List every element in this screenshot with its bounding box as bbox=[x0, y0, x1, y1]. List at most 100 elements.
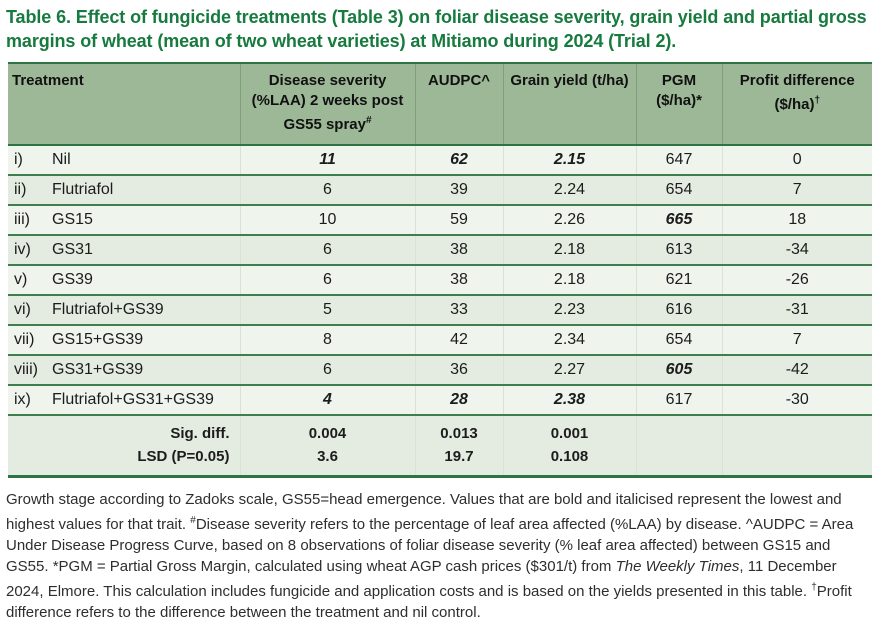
treatment-name: Flutriafol+GS39 bbox=[52, 301, 164, 318]
value-cell: 2.23 bbox=[502, 295, 636, 325]
treatment-cell: vii) GS15+GS39 bbox=[8, 325, 240, 355]
row-numeral: ii) bbox=[14, 181, 27, 198]
value-cell: 2.26 bbox=[502, 205, 636, 235]
table-row-vi: vi) Flutriafol+GS39 5 33 2.23 616 -31 bbox=[8, 295, 872, 325]
value-cell: 654 bbox=[635, 325, 722, 355]
value-cell: 613 bbox=[635, 235, 722, 265]
value-cell: 6 bbox=[239, 355, 415, 385]
table-figure: Table 6. Effect of fungicide treatments … bbox=[0, 5, 880, 623]
table-header: Treatment Disease severity (%LAA) 2 weeks… bbox=[8, 62, 872, 146]
treatment-name: GS31+GS39 bbox=[52, 361, 144, 378]
value-cell: -42 bbox=[721, 355, 872, 385]
value-cell: 10 bbox=[239, 205, 415, 235]
value-cell: 33 bbox=[414, 295, 503, 325]
value-cell: -26 bbox=[721, 265, 872, 295]
table-row-ix: ix) Flutriafol+GS31+GS39 4 28 2.38 617 -30 bbox=[8, 385, 872, 415]
treatment-cell: ii) Flutriafol bbox=[8, 175, 240, 205]
value-cell: -34 bbox=[721, 235, 872, 265]
row-numeral: viii) bbox=[14, 361, 38, 378]
table-footer: Sig. diff. 0.004 0.013 0.001 LSD (P=0.05) 3.6… bbox=[8, 414, 872, 478]
footer-value: 0.013 bbox=[414, 414, 503, 445]
table-row-i: i) Nil 11 62 2.15 647 0 bbox=[8, 145, 872, 175]
value-cell: 62 bbox=[414, 145, 503, 175]
value-cell: 5 bbox=[239, 295, 415, 325]
sig-diff-row: Sig. diff. 0.004 0.013 0.001 bbox=[8, 414, 872, 445]
value-cell: -31 bbox=[721, 295, 872, 325]
treatment-name: Flutriafol bbox=[52, 181, 114, 198]
row-numeral: ix) bbox=[14, 391, 31, 408]
footer-label: Sig. diff. bbox=[8, 414, 240, 445]
value-cell: 654 bbox=[635, 175, 722, 205]
value-cell: 18 bbox=[721, 205, 872, 235]
value-cell: 11 bbox=[239, 145, 415, 175]
value-cell: 28 bbox=[414, 385, 503, 415]
footer-value: 3.6 bbox=[239, 445, 415, 478]
col-header-4: PGM ($/ha)* bbox=[635, 62, 722, 146]
footer-value: 0.001 bbox=[502, 414, 636, 445]
footer-value bbox=[721, 414, 872, 445]
row-numeral: iii) bbox=[14, 211, 30, 228]
value-cell: 6 bbox=[239, 235, 415, 265]
row-numeral: v) bbox=[14, 271, 28, 288]
value-cell: 2.15 bbox=[502, 145, 636, 175]
footer-label: LSD (P=0.05) bbox=[8, 445, 240, 478]
col-header-3: Grain yield (t/ha) bbox=[502, 62, 636, 146]
value-cell: 38 bbox=[414, 235, 503, 265]
treatment-name: GS31 bbox=[52, 241, 93, 258]
treatment-cell: v) GS39 bbox=[8, 265, 240, 295]
footer-value: 0.108 bbox=[502, 445, 636, 478]
value-cell: 0 bbox=[721, 145, 872, 175]
footer-value: 19.7 bbox=[414, 445, 503, 478]
table-body: i) Nil 11 62 2.15 647 0 ii) Flutriafol 6 39 2.24 654… bbox=[8, 145, 872, 415]
value-cell: 665 bbox=[635, 205, 722, 235]
value-cell: 38 bbox=[414, 265, 503, 295]
table-row-v: v) GS39 6 38 2.18 621 -26 bbox=[8, 265, 872, 295]
treatment-cell: viii) GS31+GS39 bbox=[8, 355, 240, 385]
value-cell: 36 bbox=[414, 355, 503, 385]
footer-value: 0.004 bbox=[239, 414, 415, 445]
treatment-cell: iv) GS31 bbox=[8, 235, 240, 265]
value-cell: 2.38 bbox=[502, 385, 636, 415]
treatment-name: GS15 bbox=[52, 211, 93, 228]
value-cell: 39 bbox=[414, 175, 503, 205]
value-cell: 59 bbox=[414, 205, 503, 235]
row-numeral: vi) bbox=[14, 301, 31, 318]
footnote: Growth stage according to Zadoks scale, … bbox=[6, 491, 854, 621]
treatment-cell: i) Nil bbox=[8, 145, 240, 175]
row-numeral: i) bbox=[14, 151, 23, 168]
value-cell: 4 bbox=[239, 385, 415, 415]
treatment-name: Flutriafol+GS31+GS39 bbox=[52, 391, 214, 408]
value-cell: 42 bbox=[414, 325, 503, 355]
value-cell: 6 bbox=[239, 175, 415, 205]
row-numeral: iv) bbox=[14, 241, 31, 258]
col-header-1: Disease severity (%LAA) 2 weeks post GS5… bbox=[239, 62, 415, 146]
value-cell: 6 bbox=[239, 265, 415, 295]
table-row-vii: vii) GS15+GS39 8 42 2.34 654 7 bbox=[8, 325, 872, 355]
value-cell: 2.34 bbox=[502, 325, 636, 355]
value-cell: 2.18 bbox=[502, 235, 636, 265]
table-row-iv: iv) GS31 6 38 2.18 613 -34 bbox=[8, 235, 872, 265]
value-cell: 7 bbox=[721, 175, 872, 205]
footer-value bbox=[721, 445, 872, 478]
value-cell: 8 bbox=[239, 325, 415, 355]
value-cell: 616 bbox=[635, 295, 722, 325]
value-cell: 2.18 bbox=[502, 265, 636, 295]
value-cell: 621 bbox=[635, 265, 722, 295]
col-header-5: Profit difference ($/ha)† bbox=[721, 62, 872, 146]
treatment-name: GS15+GS39 bbox=[52, 331, 144, 348]
value-cell: -30 bbox=[721, 385, 872, 415]
value-cell: 605 bbox=[635, 355, 722, 385]
row-numeral: vii) bbox=[14, 331, 35, 348]
col-header-0: Treatment bbox=[8, 62, 240, 146]
table-row-ii: ii) Flutriafol 6 39 2.24 654 7 bbox=[8, 175, 872, 205]
value-cell: 7 bbox=[721, 325, 872, 355]
data-table: Treatment Disease severity (%LAA) 2 weeks… bbox=[8, 62, 872, 478]
col-header-2: AUDPC^ bbox=[414, 62, 503, 146]
lsd-row: LSD (P=0.05) 3.6 19.7 0.108 bbox=[8, 445, 872, 478]
value-cell: 2.27 bbox=[502, 355, 636, 385]
treatment-name: GS39 bbox=[52, 271, 93, 288]
footer-value bbox=[635, 414, 722, 445]
treatment-cell: ix) Flutriafol+GS31+GS39 bbox=[8, 385, 240, 415]
table-row-iii: iii) GS15 10 59 2.26 665 18 bbox=[8, 205, 872, 235]
header-row: Treatment Disease severity (%LAA) 2 weeks… bbox=[8, 62, 872, 146]
